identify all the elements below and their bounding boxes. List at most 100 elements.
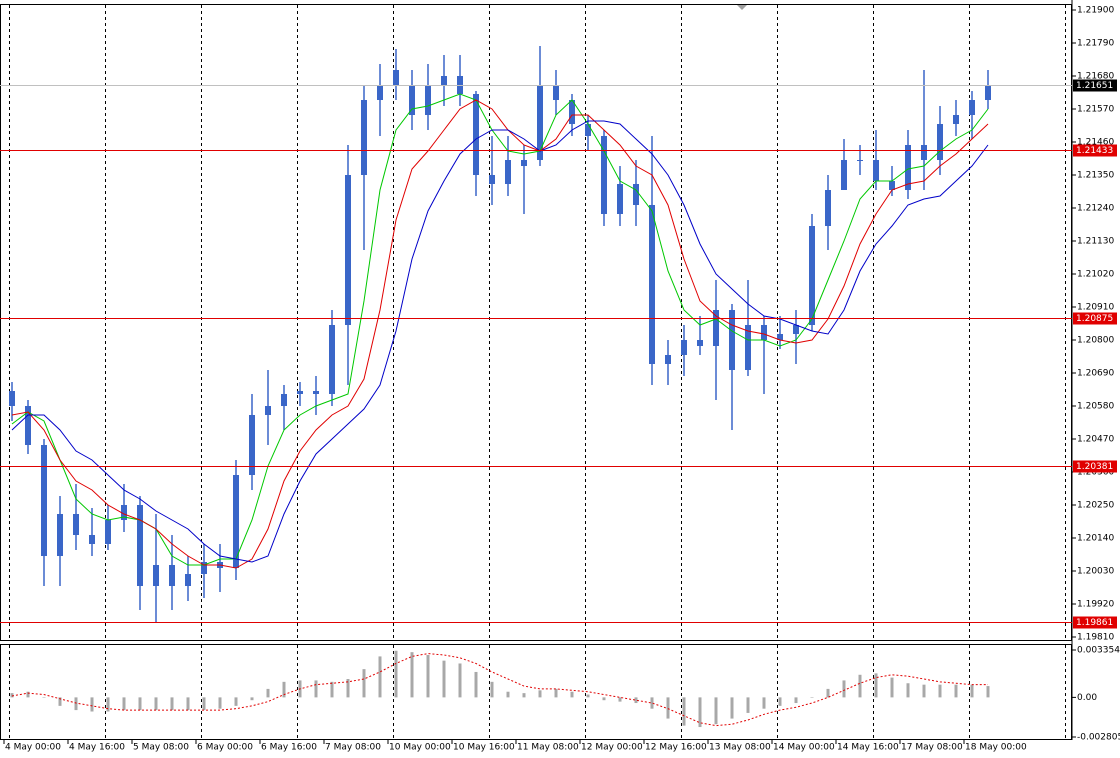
candle-body [793,325,799,334]
histogram-bar [906,683,910,698]
x-tick-label: 4 May 16:00 [69,743,125,753]
level-box [1073,460,1117,473]
y-tick-label: 1.21020 [1077,270,1114,280]
histogram-bar [650,697,654,709]
candle-body [937,124,943,160]
histogram-bar [506,691,510,698]
candle-body [89,535,95,544]
histogram-bar [106,697,110,712]
candle-body [777,334,783,340]
candle-body [265,406,271,415]
candle-body [57,514,63,556]
histogram-bar [186,697,190,711]
y-tick-label: -0.002805 [1077,733,1120,743]
candle-body [9,391,15,406]
histogram-bar [490,681,494,698]
histogram-bar [826,688,830,698]
histogram-bar [890,677,894,698]
histogram-bar [954,684,958,698]
histogram-bar [10,693,14,698]
candle-body [393,70,399,85]
candle-body [137,505,143,586]
candle-body [249,415,255,475]
y-tick-label: 1.20030 [1077,567,1114,577]
candle-body [633,184,639,205]
candle-body [233,475,239,568]
histogram-bar [90,697,94,712]
histogram-bar [682,697,686,726]
x-tick-label: 6 May 16:00 [261,743,317,753]
candle-body [985,85,991,100]
x-tick-label: 12 May 00:00 [581,743,643,753]
x-tick-label: 10 May 16:00 [453,743,515,753]
x-tick-label: 14 May 16:00 [837,743,899,753]
candle-body [649,205,655,364]
candle-body [601,136,607,214]
candle-body [745,325,751,370]
histogram-bar [586,694,590,698]
histogram-bar [730,697,734,719]
level-label: 1.19861 [1076,618,1113,628]
candle-body [681,340,687,355]
candle-body [425,85,431,115]
histogram-bar [122,697,126,711]
histogram-bar [330,681,334,698]
histogram-bar [378,656,382,698]
y-tick-label: 0.00 [1077,693,1097,703]
candle-body [361,100,367,175]
y-tick-label: 1.20800 [1077,336,1114,346]
current-price-box [1073,79,1117,92]
y-tick-label: 1.21240 [1077,204,1114,214]
histogram-bar [970,684,974,698]
candle-body [569,100,575,124]
x-tick-label: 4 May 00:00 [5,743,61,753]
histogram-bar [138,697,142,711]
level-box [1073,144,1117,157]
candle-body [345,175,351,325]
candle-body [729,310,735,370]
candle-body [297,391,303,394]
candle-body [489,175,495,184]
histogram-bar [394,650,398,698]
x-tick-label: 17 May 08:00 [901,743,963,753]
y-tick-label: 1.20470 [1077,435,1114,445]
histogram-bar [58,697,62,706]
candle-body [953,115,959,124]
candle-body [377,85,383,100]
y-tick-label: 1.20690 [1077,369,1114,379]
y-tick-label: 1.20910 [1077,303,1114,313]
histogram-bar [602,697,606,701]
candle-body [473,94,479,175]
histogram-bar [858,674,862,698]
x-tick-label: 18 May 00:00 [965,743,1027,753]
candle-body [185,574,191,586]
candle-body [825,190,831,226]
histogram-bar [170,697,174,711]
histogram-bar [842,680,846,698]
histogram-bar [426,655,430,698]
histogram-bar [218,697,222,709]
histogram-bar [234,697,238,706]
histogram-bar [42,697,46,698]
histogram-bar [570,691,574,698]
histogram-bar [266,688,270,698]
histogram-bar [458,663,462,698]
histogram-bar [474,671,478,698]
candle-body [105,520,111,544]
candle-body [313,391,319,394]
candle-body [521,160,527,166]
histogram-bar [762,697,766,709]
moving-average [11,120,989,563]
x-tick-label: 14 May 00:00 [773,743,835,753]
histogram-bar [746,697,750,713]
histogram-bar [794,697,798,704]
y-tick-label: 1.21350 [1077,171,1114,181]
histogram-bar [938,684,942,698]
candle-body [857,160,863,161]
histogram-bar [986,686,990,698]
y-tick-label: 1.19920 [1077,600,1114,610]
candle-body [905,145,911,190]
candle-body [441,76,447,85]
